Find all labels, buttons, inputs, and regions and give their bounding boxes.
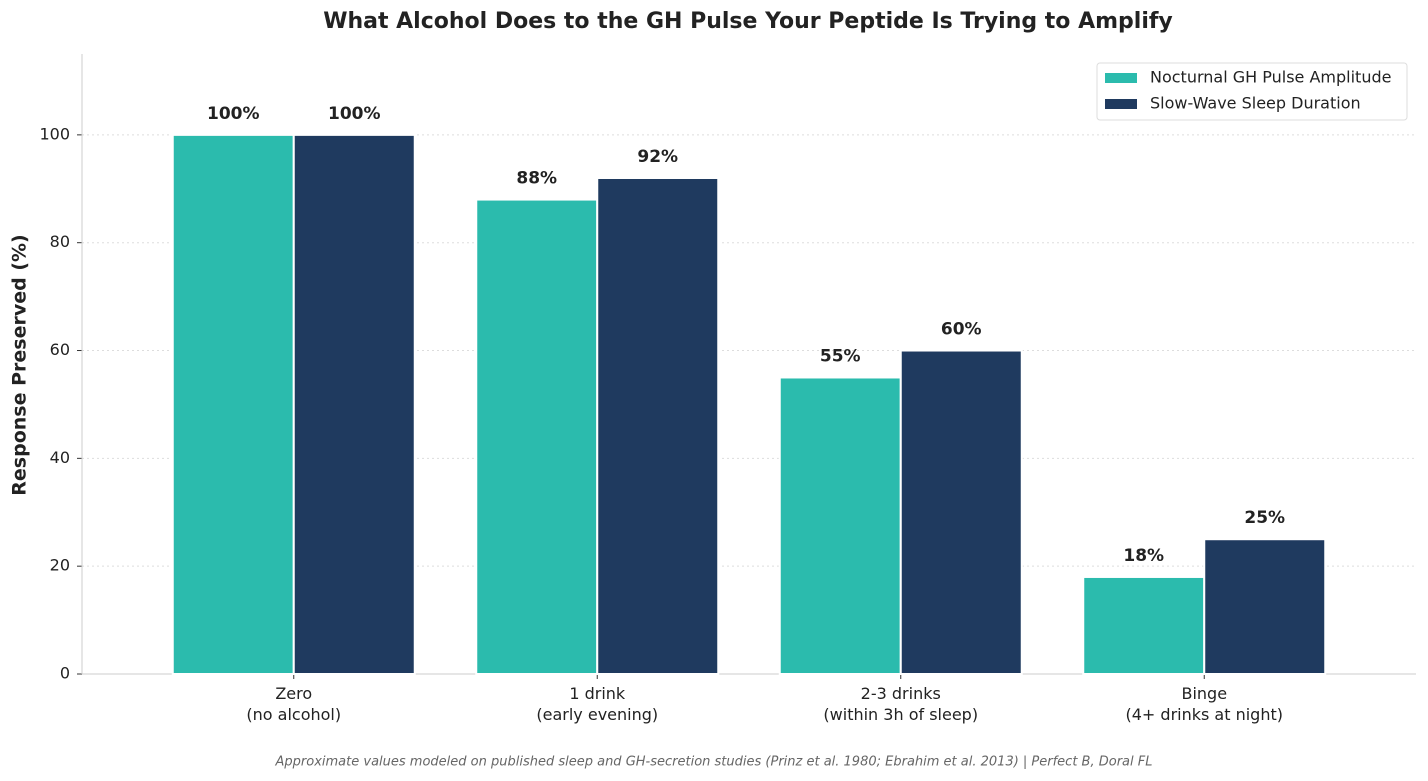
legend-label: Slow-Wave Sleep Duration — [1150, 94, 1361, 113]
footnote: Approximate values modeled on published … — [275, 755, 1153, 770]
chart-title: What Alcohol Does to the GH Pulse Your P… — [323, 9, 1173, 34]
value-label: 100% — [328, 104, 381, 124]
value-label: 18% — [1123, 546, 1164, 566]
y-tick-label: 60 — [50, 340, 70, 359]
y-tick-label: 0 — [60, 664, 70, 683]
x-tick-label: Binge (4+ drinks at night) — [1126, 684, 1283, 724]
value-label: 55% — [820, 346, 861, 366]
legend-swatch — [1105, 99, 1137, 109]
y-tick-label: 80 — [50, 232, 70, 251]
legend-box — [1096, 62, 1408, 121]
legend: Nocturnal GH Pulse Amplitude Slow-Wave Sl… — [1096, 62, 1408, 121]
y-axis-label: Response Preserved (%) — [9, 234, 31, 495]
value-label: 100% — [207, 104, 260, 124]
bar — [899, 349, 1023, 675]
bar — [475, 198, 599, 675]
value-label: 60% — [941, 320, 982, 340]
bar — [778, 376, 902, 675]
bar — [1203, 538, 1327, 676]
bar — [1082, 575, 1206, 676]
value-label: 25% — [1244, 508, 1285, 528]
bar — [596, 177, 720, 675]
x-tick-label: 2-3 drinks (within 3h of sleep) — [823, 684, 978, 724]
value-label: 92% — [637, 147, 678, 167]
y-tick-label: 20 — [50, 556, 70, 575]
bar — [292, 133, 416, 675]
y-tick-label: 40 — [50, 448, 70, 467]
legend-label: Nocturnal GH Pulse Amplitude — [1150, 68, 1391, 87]
value-label: 88% — [516, 169, 557, 189]
legend-swatch — [1105, 73, 1137, 83]
x-tick-label: Zero (no alcohol) — [246, 684, 341, 724]
y-tick-label: 100 — [39, 124, 70, 143]
x-tick-label: 1 drink (early evening) — [536, 684, 658, 724]
bar — [171, 133, 295, 675]
